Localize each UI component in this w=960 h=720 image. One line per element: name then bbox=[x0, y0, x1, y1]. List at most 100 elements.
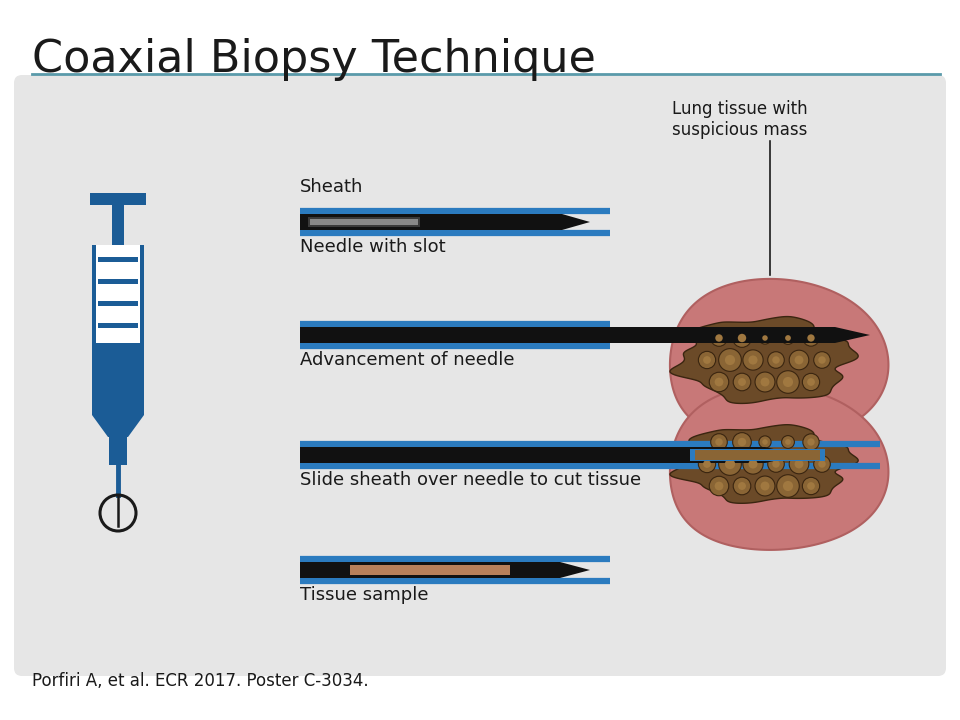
Bar bbox=[310, 219, 418, 225]
Bar bbox=[90, 193, 146, 205]
Bar bbox=[695, 450, 820, 460]
Bar bbox=[300, 447, 765, 463]
Circle shape bbox=[709, 476, 729, 496]
Bar bbox=[112, 205, 124, 245]
Circle shape bbox=[749, 356, 757, 364]
Circle shape bbox=[733, 477, 751, 495]
Bar bbox=[350, 565, 510, 575]
Text: Sheath: Sheath bbox=[300, 178, 364, 196]
Circle shape bbox=[807, 334, 815, 342]
Circle shape bbox=[803, 374, 820, 391]
Bar bbox=[109, 437, 127, 465]
Circle shape bbox=[749, 459, 757, 469]
Polygon shape bbox=[92, 415, 144, 437]
Text: Slide sheath over needle to cut tissue: Slide sheath over needle to cut tissue bbox=[300, 471, 641, 489]
Text: Advancement of needle: Advancement of needle bbox=[300, 351, 515, 369]
Circle shape bbox=[781, 436, 795, 449]
Polygon shape bbox=[562, 214, 590, 230]
Circle shape bbox=[738, 378, 746, 386]
Circle shape bbox=[732, 328, 752, 347]
Polygon shape bbox=[835, 327, 870, 343]
Circle shape bbox=[760, 377, 770, 387]
Bar bbox=[300, 214, 562, 230]
Circle shape bbox=[783, 377, 793, 387]
Bar bbox=[300, 327, 835, 343]
Text: Coaxial Biopsy Technique: Coaxial Biopsy Technique bbox=[32, 38, 596, 81]
Bar bbox=[300, 562, 560, 578]
Circle shape bbox=[803, 477, 820, 495]
Bar bbox=[308, 217, 420, 227]
Polygon shape bbox=[765, 447, 800, 463]
Circle shape bbox=[762, 336, 768, 341]
Circle shape bbox=[758, 332, 771, 344]
Circle shape bbox=[755, 476, 775, 496]
Circle shape bbox=[710, 433, 728, 450]
Circle shape bbox=[715, 334, 723, 342]
Circle shape bbox=[807, 378, 815, 386]
Circle shape bbox=[795, 459, 804, 469]
Circle shape bbox=[803, 330, 819, 346]
Circle shape bbox=[715, 438, 723, 446]
Circle shape bbox=[698, 351, 715, 369]
Circle shape bbox=[807, 438, 815, 446]
Circle shape bbox=[814, 351, 830, 369]
Bar bbox=[98, 257, 138, 262]
Circle shape bbox=[714, 482, 724, 490]
Text: Lung tissue with
suspicious mass: Lung tissue with suspicious mass bbox=[672, 100, 807, 139]
Circle shape bbox=[743, 454, 763, 474]
Circle shape bbox=[743, 350, 763, 370]
Bar bbox=[690, 449, 825, 461]
Polygon shape bbox=[670, 317, 858, 403]
Circle shape bbox=[732, 433, 752, 451]
Circle shape bbox=[772, 356, 780, 364]
Circle shape bbox=[709, 372, 729, 392]
Circle shape bbox=[789, 454, 809, 474]
Circle shape bbox=[781, 332, 795, 344]
Bar bbox=[98, 301, 138, 306]
Circle shape bbox=[738, 438, 746, 446]
Circle shape bbox=[762, 439, 768, 445]
Circle shape bbox=[755, 372, 775, 392]
Circle shape bbox=[783, 481, 793, 491]
Circle shape bbox=[738, 334, 746, 342]
Bar bbox=[92, 245, 144, 415]
Circle shape bbox=[733, 373, 751, 391]
Circle shape bbox=[785, 439, 791, 445]
Circle shape bbox=[710, 330, 728, 346]
Circle shape bbox=[768, 351, 784, 369]
Circle shape bbox=[772, 460, 780, 468]
Circle shape bbox=[785, 335, 791, 341]
Circle shape bbox=[719, 348, 741, 372]
Circle shape bbox=[818, 356, 826, 364]
Polygon shape bbox=[560, 562, 590, 578]
Circle shape bbox=[777, 474, 800, 498]
Circle shape bbox=[807, 482, 815, 490]
Circle shape bbox=[789, 350, 809, 370]
Circle shape bbox=[818, 460, 826, 468]
Text: Needle with slot: Needle with slot bbox=[300, 238, 445, 256]
Circle shape bbox=[795, 356, 804, 364]
Circle shape bbox=[777, 371, 800, 393]
Polygon shape bbox=[670, 279, 888, 443]
Circle shape bbox=[760, 482, 770, 490]
Circle shape bbox=[703, 460, 711, 468]
Circle shape bbox=[738, 482, 746, 490]
Circle shape bbox=[725, 459, 735, 469]
Circle shape bbox=[758, 436, 771, 448]
FancyBboxPatch shape bbox=[14, 75, 946, 676]
Circle shape bbox=[714, 377, 724, 387]
Polygon shape bbox=[670, 386, 888, 550]
Circle shape bbox=[725, 355, 735, 365]
Circle shape bbox=[768, 456, 784, 472]
Bar bbox=[98, 279, 138, 284]
Circle shape bbox=[814, 456, 830, 472]
Text: Tissue sample: Tissue sample bbox=[300, 586, 428, 604]
Bar bbox=[96, 245, 140, 343]
Circle shape bbox=[703, 356, 711, 364]
Circle shape bbox=[698, 455, 715, 472]
Text: Porfiri A, et al. ECR 2017. Poster C-3034.: Porfiri A, et al. ECR 2017. Poster C-303… bbox=[32, 672, 369, 690]
Bar bbox=[98, 323, 138, 328]
Polygon shape bbox=[670, 425, 858, 503]
Circle shape bbox=[803, 434, 819, 450]
Circle shape bbox=[719, 453, 741, 475]
